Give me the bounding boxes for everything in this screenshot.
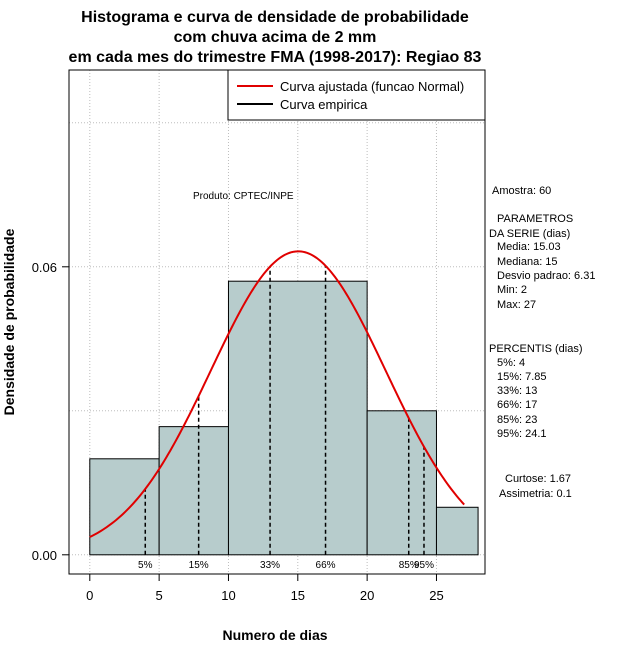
y-axis: 0.00 0.06 bbox=[32, 260, 69, 563]
stats-panel: Amostra: 60 PARAMETROS DA SERIE (dias) M… bbox=[489, 185, 595, 500]
stats-param: Min: 2 bbox=[497, 284, 527, 296]
x-tick-label: 5 bbox=[156, 588, 163, 603]
stats-param: Media: 15.03 bbox=[497, 241, 561, 253]
percentile-lines: 5% 15% 33% 66% 85%95% bbox=[138, 265, 434, 571]
chart-title-line-1: Histograma e curva de densidade de proba… bbox=[81, 9, 469, 26]
stats-skewness: Assimetria: 0.1 bbox=[499, 488, 572, 500]
product-annotation: Produto: CPTEC/INPE bbox=[193, 191, 294, 202]
normal-fit-curve bbox=[89, 250, 465, 538]
percentile-label: 66% bbox=[316, 560, 336, 571]
x-tick-label: 0 bbox=[86, 588, 93, 603]
percentile-label: 5% bbox=[138, 560, 153, 571]
stats-percentil: 85%: 23 bbox=[497, 414, 537, 426]
legend-box bbox=[227, 69, 486, 121]
percentile-label: 85% bbox=[399, 560, 419, 571]
y-axis-label: Densidade de probabilidade bbox=[1, 228, 17, 415]
histogram-bar bbox=[158, 426, 229, 556]
legend-label-normal: Curva ajustada (funcao Normal) bbox=[280, 79, 464, 94]
x-tick-label: 20 bbox=[360, 588, 374, 603]
stats-kurtosis: Curtose: 1.67 bbox=[505, 473, 571, 485]
chart-title-line-3: em cada mes do trimestre FMA (1998-2017)… bbox=[69, 49, 482, 66]
percentile-label: 95% bbox=[414, 560, 434, 571]
stats-sample: Amostra: 60 bbox=[492, 185, 551, 197]
stats-percentil: 5%: 4 bbox=[497, 357, 525, 369]
x-tick-label: 10 bbox=[221, 588, 235, 603]
chart-title-line-2: com chuva acima de 2 mm bbox=[174, 29, 377, 46]
x-axis: 0 5 10 15 20 25 bbox=[86, 573, 444, 603]
x-tick-label: 25 bbox=[429, 588, 443, 603]
histogram-bar bbox=[435, 506, 479, 556]
stats-param: Max: 27 bbox=[497, 299, 536, 311]
percentile-label: 33% bbox=[260, 560, 280, 571]
stats-param-header-1: PARAMETROS bbox=[497, 213, 573, 225]
stats-percentis-header: PERCENTIS (dias) bbox=[489, 343, 583, 355]
stats-percentil: 15%: 7.85 bbox=[497, 371, 547, 383]
stats-param: Desvio padrao: 6.31 bbox=[497, 270, 595, 282]
stats-percentil: 33%: 13 bbox=[497, 385, 537, 397]
y-tick-label: 0.06 bbox=[32, 260, 57, 275]
percentile-label: 15% bbox=[189, 560, 209, 571]
histogram-bar bbox=[89, 458, 160, 556]
stats-percentil: 95%: 24.1 bbox=[497, 428, 547, 440]
legend-label-empirical: Curva empirica bbox=[280, 97, 368, 112]
stats-param-header-2: DA SERIE (dias) bbox=[489, 228, 570, 240]
histogram-bar bbox=[227, 280, 368, 556]
y-tick-label: 0.00 bbox=[32, 548, 57, 563]
histogram-bars bbox=[89, 280, 479, 556]
histogram-bar bbox=[366, 410, 437, 556]
x-axis-label: Numero de dias bbox=[222, 627, 327, 643]
x-tick-label: 15 bbox=[291, 588, 305, 603]
stats-percentil: 66%: 17 bbox=[497, 399, 537, 411]
normal-curve-group bbox=[89, 250, 465, 538]
legend: Curva ajustada (funcao Normal) Curva emp… bbox=[227, 69, 486, 121]
stats-param: Mediana: 15 bbox=[497, 256, 558, 268]
